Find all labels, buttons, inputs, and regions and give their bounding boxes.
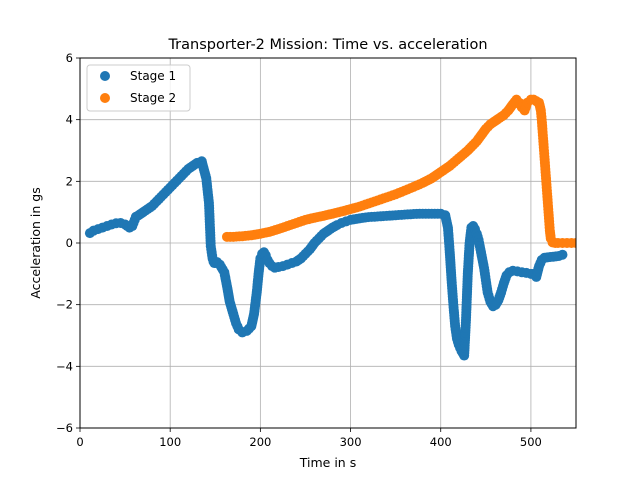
y-tick-label: −4 <box>56 359 73 373</box>
y-tick-label: 6 <box>66 51 73 65</box>
series-1 <box>84 156 568 361</box>
y-tick-label: 0 <box>66 236 73 250</box>
series-2 <box>221 94 576 248</box>
y-tick-label: 4 <box>66 113 73 127</box>
legend-label-stage-2: Stage 2 <box>130 91 176 105</box>
x-tick-label: 200 <box>249 435 271 449</box>
y-tick-label: −6 <box>56 421 73 435</box>
y-tick-label: −2 <box>56 298 73 312</box>
x-tick-label: 100 <box>159 435 181 449</box>
y-axis-ticks: −6 −4 −2 0 2 4 6 <box>56 51 80 435</box>
x-tick-label: 300 <box>340 435 362 449</box>
chart-title: Transporter-2 Mission: Time vs. accelera… <box>167 37 487 53</box>
x-tick-label: 500 <box>520 435 542 449</box>
data-point-stage-2 <box>571 238 576 248</box>
plot-area <box>84 94 576 361</box>
grid <box>79 57 576 429</box>
x-tick-label: 400 <box>430 435 452 449</box>
x-tick-label: 0 <box>76 435 83 449</box>
y-tick-label: 2 <box>66 174 73 188</box>
x-axis-label: Time in s <box>299 455 356 470</box>
y-axis-label: Acceleration in gs <box>28 187 43 298</box>
legend-box <box>86 64 191 112</box>
legend-marker-stage-1 <box>100 71 110 81</box>
data-point-stage-1 <box>557 249 568 260</box>
x-axis-ticks: 0 100 200 300 400 500 <box>76 428 542 449</box>
legend-label-stage-1: Stage 1 <box>130 69 176 83</box>
legend-marker-stage-2 <box>100 93 110 103</box>
legend: Stage 1 Stage 2 <box>86 64 191 112</box>
